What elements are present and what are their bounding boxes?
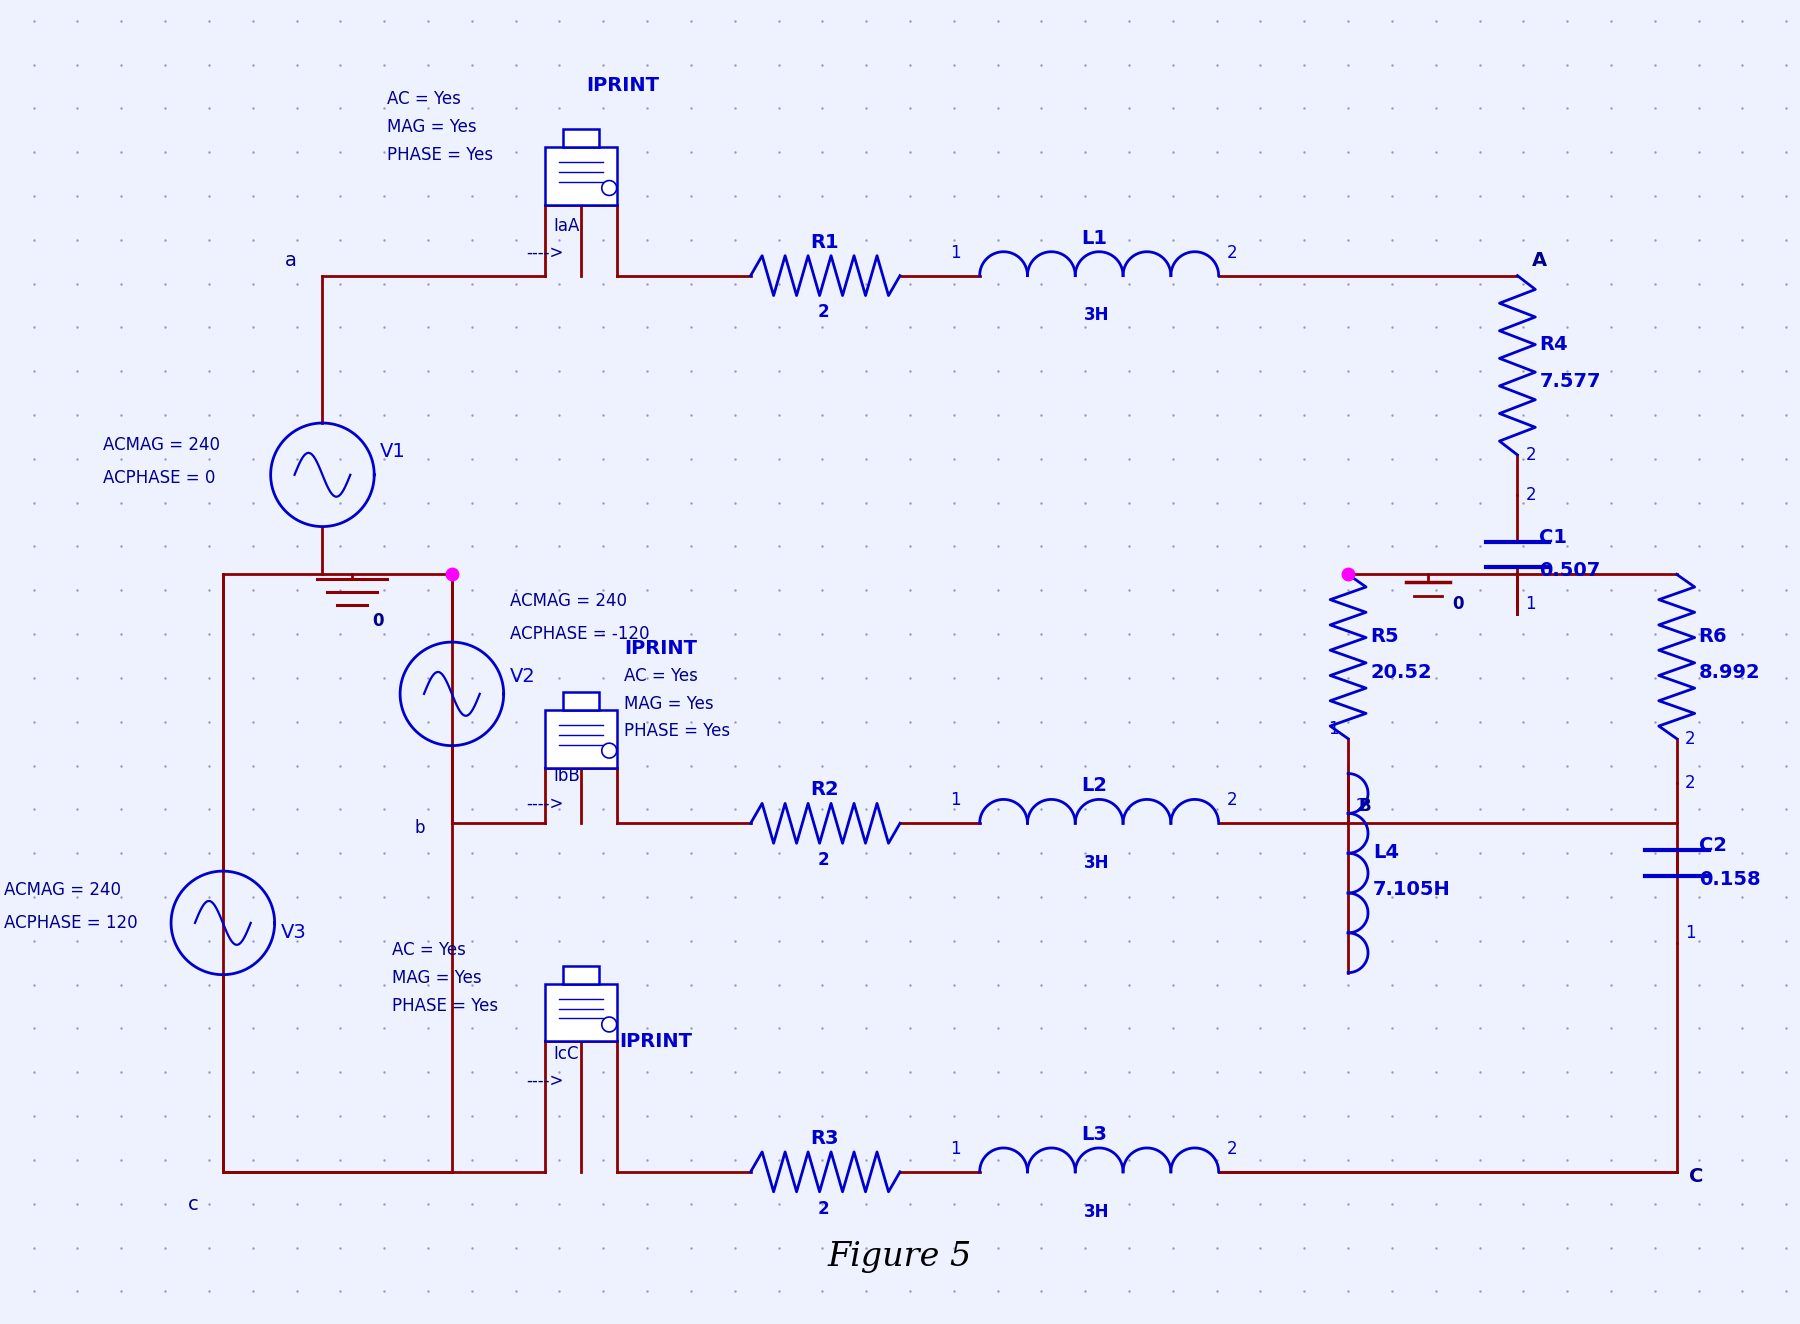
Text: R1: R1 (810, 233, 839, 252)
Text: 2: 2 (1226, 792, 1237, 809)
Text: 1: 1 (1525, 596, 1535, 613)
Text: 3H: 3H (1084, 306, 1111, 324)
Text: AC = Yes: AC = Yes (387, 90, 461, 109)
Text: 2: 2 (1525, 446, 1535, 463)
Text: IaA: IaA (553, 217, 580, 234)
Text: IPRINT: IPRINT (625, 639, 697, 658)
Text: 2: 2 (1685, 775, 1696, 793)
Text: PHASE = Yes: PHASE = Yes (387, 146, 493, 164)
Text: 0.507: 0.507 (1539, 561, 1600, 580)
Text: C: C (1688, 1166, 1703, 1186)
Text: 3H: 3H (1084, 1202, 1111, 1221)
Text: V1: V1 (380, 442, 407, 461)
Text: ---->: ----> (527, 244, 563, 262)
Text: 1: 1 (1685, 924, 1696, 941)
Text: 2: 2 (817, 303, 830, 322)
Text: ---->: ----> (527, 794, 563, 813)
Text: IcC: IcC (553, 1046, 580, 1063)
Text: 1: 1 (950, 792, 961, 809)
Text: b: b (414, 820, 425, 837)
Text: MAG = Yes: MAG = Yes (392, 969, 482, 986)
Text: 1: 1 (1328, 720, 1339, 737)
Text: B: B (1357, 797, 1370, 816)
Text: 7.105H: 7.105H (1373, 880, 1451, 899)
Text: R5: R5 (1370, 626, 1399, 646)
Text: c: c (187, 1194, 198, 1214)
Text: 2: 2 (817, 1200, 830, 1218)
Text: AC = Yes: AC = Yes (625, 667, 698, 685)
Text: R2: R2 (810, 780, 839, 800)
Text: ---->: ----> (527, 1072, 563, 1090)
Text: MAG = Yes: MAG = Yes (625, 695, 715, 712)
Text: 2: 2 (817, 851, 830, 869)
Text: 2: 2 (1226, 1140, 1237, 1158)
Text: a: a (284, 250, 297, 270)
Text: ACMAG = 240: ACMAG = 240 (103, 436, 220, 454)
Text: 1: 1 (950, 244, 961, 262)
FancyBboxPatch shape (545, 710, 617, 768)
Text: 3H: 3H (1084, 854, 1111, 873)
Text: L1: L1 (1082, 229, 1107, 248)
Text: 0: 0 (1453, 596, 1463, 613)
Text: 1: 1 (950, 1140, 961, 1158)
Text: 0: 0 (373, 612, 383, 630)
Text: IPRINT: IPRINT (619, 1033, 693, 1051)
Text: R6: R6 (1699, 626, 1728, 646)
Text: PHASE = Yes: PHASE = Yes (625, 722, 731, 740)
Text: 2: 2 (1226, 244, 1237, 262)
Text: 20.52: 20.52 (1370, 663, 1431, 682)
Bar (563, 965, 599, 984)
Text: L2: L2 (1082, 776, 1107, 796)
Text: IbB: IbB (553, 767, 580, 785)
Text: 2: 2 (1685, 730, 1696, 748)
Text: ACMAG = 240: ACMAG = 240 (509, 592, 626, 610)
Bar (563, 130, 599, 147)
Text: C2: C2 (1699, 837, 1726, 855)
Text: L4: L4 (1373, 843, 1399, 862)
Text: 2: 2 (1355, 797, 1366, 816)
Text: A: A (1532, 250, 1548, 270)
Text: R4: R4 (1539, 335, 1568, 355)
Text: AC = Yes: AC = Yes (392, 941, 466, 959)
Text: PHASE = Yes: PHASE = Yes (392, 997, 499, 1014)
Text: ACPHASE = 0: ACPHASE = 0 (103, 469, 216, 487)
Text: R3: R3 (810, 1129, 839, 1148)
Text: V2: V2 (509, 667, 535, 686)
Text: 7.577: 7.577 (1539, 372, 1600, 391)
Text: IPRINT: IPRINT (587, 77, 659, 95)
Text: 0.158: 0.158 (1699, 870, 1760, 888)
Text: 2: 2 (1525, 486, 1535, 503)
FancyBboxPatch shape (545, 147, 617, 205)
Text: ACMAG = 240: ACMAG = 240 (4, 880, 121, 899)
Text: ACPHASE = -120: ACPHASE = -120 (509, 625, 650, 643)
Text: Figure 5: Figure 5 (828, 1242, 972, 1274)
Text: C1: C1 (1539, 527, 1568, 547)
Text: MAG = Yes: MAG = Yes (387, 118, 477, 136)
Bar (563, 692, 599, 710)
FancyBboxPatch shape (545, 984, 617, 1042)
Text: 8.992: 8.992 (1699, 663, 1760, 682)
Text: V3: V3 (281, 923, 306, 941)
Text: ACPHASE = 120: ACPHASE = 120 (4, 914, 137, 932)
Text: L3: L3 (1082, 1125, 1107, 1144)
